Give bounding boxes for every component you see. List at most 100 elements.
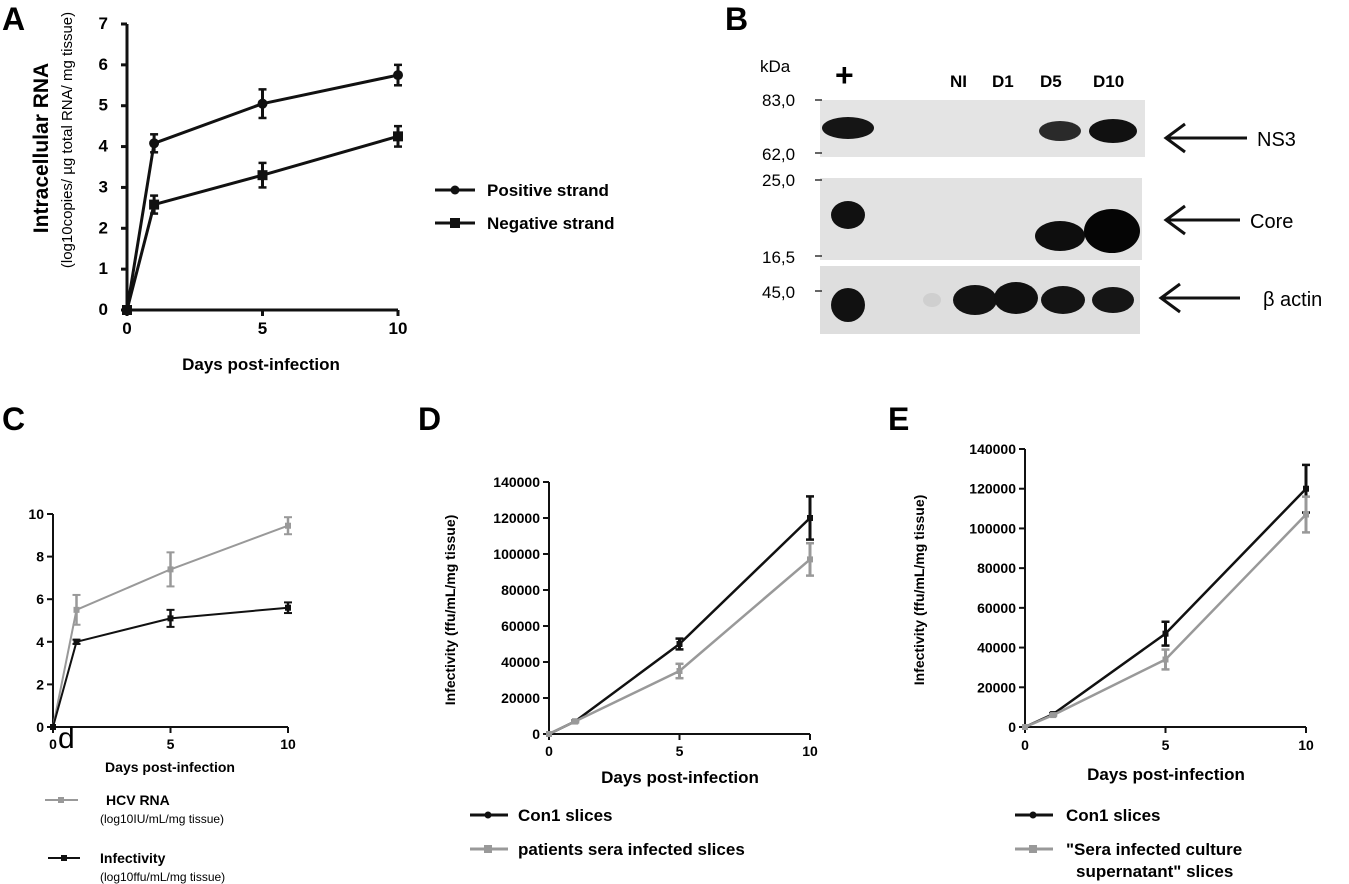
- legend-label-infectivity: Infectivity: [100, 850, 166, 866]
- data-point: [257, 170, 268, 181]
- blot-lane-plus: +: [835, 57, 854, 93]
- panel-letter-d: D: [418, 401, 441, 437]
- legend-marker-sera-e: [1029, 845, 1037, 853]
- legend-marker-negative: [450, 218, 460, 228]
- chart-d-legend: Con1 slices patients sera infected slice…: [470, 806, 745, 859]
- chart-e: 0 20000 40000 60000 80000 100000 120000 140000 0…: [969, 441, 1314, 753]
- data-point: [546, 731, 552, 737]
- panel-letter-b: B: [725, 1, 748, 37]
- panel-letter-a: A: [2, 1, 25, 37]
- data-point: [807, 515, 813, 521]
- x-tick-label: 5: [167, 736, 175, 752]
- y-tick-label: 140000: [493, 474, 540, 490]
- y-tick-label: 20000: [501, 690, 540, 706]
- data-point: [285, 604, 291, 611]
- legend-sub-hcv-rna: (log10IU/mL/mg tissue): [100, 812, 224, 826]
- y-tick-label: 40000: [501, 654, 540, 670]
- legend-label-con1-d: Con1 slices: [518, 806, 613, 825]
- series-line-1: [52, 606, 289, 728]
- arrow-core-icon: [1163, 204, 1240, 236]
- legend-marker-sera-d: [484, 845, 492, 853]
- band-actin-d1: [994, 282, 1038, 314]
- western-blot: kDa + NI D1 D5 D10 83,0 62,0 25,0 16,5 4…: [760, 57, 1322, 334]
- y-tick-label: 2: [36, 676, 44, 692]
- y-tick-label: 0: [532, 726, 540, 742]
- blot-unit-label: kDa: [760, 57, 791, 76]
- chart-e-legend: Con1 slices "Sera infected culture super…: [1015, 806, 1247, 881]
- x-tick-label: 10: [389, 319, 408, 338]
- y-tick-label: 80000: [501, 582, 540, 598]
- chart-d-xlabel: Days post-infection: [601, 768, 759, 787]
- band-actin-plus: [831, 288, 865, 322]
- y-tick-label: 60000: [977, 600, 1016, 616]
- data-point: [1162, 630, 1169, 637]
- legend-marker-positive: [450, 185, 460, 195]
- arrow-actin-icon: [1158, 282, 1240, 314]
- y-tick-label: 6: [99, 55, 108, 74]
- band-ns3-d10: [1089, 119, 1137, 143]
- y-tick-label: 60000: [501, 618, 540, 634]
- chart-a-xlabel: Days post-infection: [182, 355, 340, 374]
- series-line-0: [548, 517, 811, 736]
- data-point: [149, 138, 160, 149]
- data-point: [393, 131, 403, 142]
- x-tick-label: 5: [258, 319, 267, 338]
- data-point: [149, 199, 160, 210]
- x-tick-label: 10: [280, 736, 296, 752]
- chart-e-ylabel: Infectivity (ffu/mL/mg tissue): [911, 495, 927, 686]
- data-point: [73, 638, 80, 645]
- data-point: [1303, 485, 1309, 492]
- panel-letter-e: E: [888, 401, 909, 437]
- chart-a-ylabel: Intracellular RNA: [30, 63, 53, 233]
- blot-marker-16: 16,5: [762, 248, 795, 267]
- data-point: [1162, 656, 1169, 663]
- data-point: [676, 668, 683, 674]
- y-tick-label: 3: [99, 177, 108, 196]
- panel-letter-c: C: [2, 401, 25, 437]
- band-actin-d5: [1041, 286, 1085, 314]
- band-label-ns3: NS3: [1257, 129, 1296, 151]
- blot-lane-d5: D5: [1040, 72, 1062, 91]
- data-point: [122, 305, 132, 315]
- y-tick-label: 120000: [969, 481, 1016, 497]
- band-actin-d10: [1092, 287, 1134, 313]
- legend-label-con1-e: Con1 slices: [1066, 806, 1161, 825]
- legend-marker-con1-e: [1029, 811, 1037, 819]
- legend-label-hcv-rna: HCV RNA: [106, 792, 170, 808]
- x-tick-label: 0: [545, 743, 553, 759]
- y-tick-label: 10: [28, 506, 44, 522]
- blot-marker-83: 83,0: [762, 91, 795, 110]
- data-point: [1303, 511, 1309, 518]
- blot-strip-core: [820, 178, 1142, 260]
- x-tick-label: 5: [1162, 737, 1170, 753]
- y-tick-label: 6: [36, 591, 44, 607]
- band-label-core: Core: [1250, 211, 1293, 233]
- series-line-0: [1024, 487, 1307, 729]
- y-tick-label: 8: [36, 549, 44, 565]
- blot-lane-d10: D10: [1093, 72, 1124, 91]
- series-line-1: [1024, 513, 1307, 729]
- legend-label-sera-d: patients sera infected slices: [518, 840, 745, 859]
- chart-d: 0 20000 40000 60000 80000 100000 120000 140000 0…: [493, 474, 818, 759]
- blot-lane-d1: D1: [992, 72, 1014, 91]
- blot-marker-62: 62,0: [762, 145, 795, 164]
- arrow-ns3-icon: [1163, 122, 1247, 154]
- legend-marker-hcv-rna: [58, 797, 64, 803]
- legend-label-sera-e: "Sera infected culture supernatant" slic…: [1066, 840, 1247, 881]
- data-point: [73, 606, 80, 613]
- legend-sub-infectivity: (log10ffu/mL/mg tissue): [100, 870, 225, 884]
- chart-c-stray-mark: d: [58, 722, 75, 755]
- y-tick-label: 5: [99, 96, 108, 115]
- y-tick-label: 2: [99, 218, 108, 237]
- x-tick-label: 10: [802, 743, 818, 759]
- band-ns3-plus: [822, 117, 874, 139]
- series-line-1: [548, 558, 811, 736]
- band-actin-faint: [923, 293, 941, 307]
- y-tick-label: 40000: [977, 640, 1016, 656]
- y-tick-label: 80000: [977, 560, 1016, 576]
- chart-c-legend: HCV RNA (log10IU/mL/mg tissue) Infectivi…: [45, 792, 225, 884]
- y-tick-label: 7: [99, 14, 108, 33]
- y-tick-label: 100000: [493, 546, 540, 562]
- y-tick-label: 20000: [977, 679, 1016, 695]
- chart-a: 0 1 2 3 4 5 6 7 0 5 10: [99, 14, 408, 338]
